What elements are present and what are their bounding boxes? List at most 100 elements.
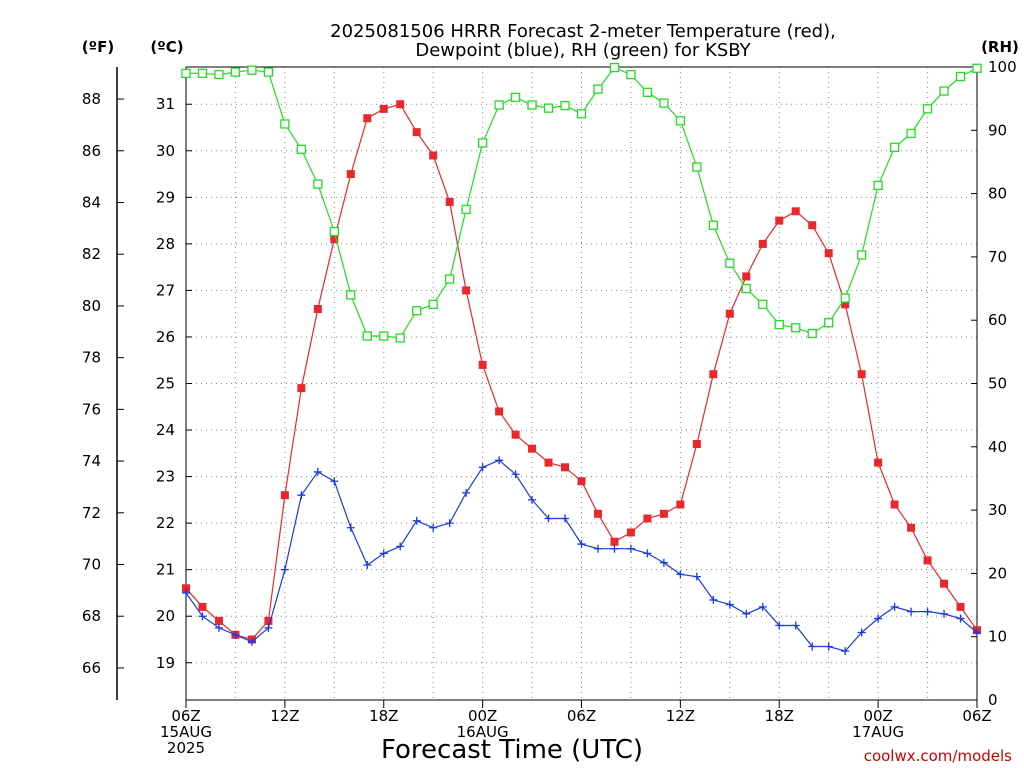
data-point bbox=[577, 540, 586, 549]
celsius-tick-label: 25 bbox=[156, 375, 175, 393]
data-point bbox=[709, 595, 718, 604]
data-point bbox=[412, 516, 421, 525]
celsius-tick-label: 26 bbox=[156, 328, 175, 346]
data-point bbox=[561, 463, 570, 472]
data-point bbox=[873, 180, 883, 191]
data-point bbox=[561, 514, 570, 523]
data-point bbox=[429, 151, 438, 160]
data-point bbox=[231, 630, 240, 639]
data-point bbox=[264, 616, 273, 625]
data-point bbox=[659, 98, 669, 108]
data-point bbox=[725, 258, 735, 268]
data-point bbox=[544, 458, 553, 467]
time-tick-label: 12Z bbox=[666, 707, 695, 725]
data-point bbox=[198, 612, 207, 621]
chart-title-line-1: 2025081506 HRRR Forecast 2-meter Tempera… bbox=[330, 21, 836, 42]
fahrenheit-tick-label: 80 bbox=[82, 297, 101, 315]
data-point bbox=[379, 549, 388, 558]
data-point bbox=[330, 477, 339, 486]
time-tick-label: 17AUG bbox=[852, 723, 904, 741]
data-point bbox=[725, 600, 734, 609]
data-point bbox=[610, 537, 619, 546]
data-point bbox=[610, 544, 619, 553]
data-point bbox=[560, 100, 570, 111]
data-point bbox=[576, 109, 587, 119]
fahrenheit-tick-label: 86 bbox=[82, 142, 101, 160]
data-point bbox=[955, 71, 966, 82]
celsius-tick-label: 27 bbox=[156, 281, 175, 299]
celsius-tick-label: 19 bbox=[156, 654, 175, 672]
data-point bbox=[907, 523, 916, 532]
chart-title-line-2: Dewpoint (blue), RH (green) for KSBY bbox=[415, 40, 751, 61]
data-point bbox=[857, 628, 866, 637]
data-point bbox=[791, 621, 800, 630]
series-2 bbox=[181, 62, 982, 343]
data-point bbox=[609, 62, 620, 73]
data-point bbox=[808, 221, 817, 230]
data-point bbox=[775, 216, 784, 225]
celsius-tick-label: 20 bbox=[156, 607, 175, 625]
data-point bbox=[709, 370, 718, 379]
data-point bbox=[445, 197, 454, 206]
data-point bbox=[692, 572, 701, 581]
rh-tick-label: 40 bbox=[988, 438, 1007, 456]
data-point bbox=[906, 128, 916, 139]
rh-tick-label: 0 bbox=[988, 691, 998, 709]
data-point bbox=[396, 542, 405, 551]
celsius-tick-label: 22 bbox=[156, 514, 175, 532]
data-point bbox=[462, 286, 471, 295]
rh-tick-label: 30 bbox=[988, 501, 1007, 519]
data-point bbox=[428, 299, 438, 310]
rh-tick-label: 50 bbox=[988, 375, 1007, 393]
time-tick-label: 00Z bbox=[468, 707, 497, 725]
fahrenheit-tick-label: 70 bbox=[82, 556, 101, 574]
data-point bbox=[363, 561, 372, 570]
rh-tick-label: 80 bbox=[988, 185, 1007, 203]
data-point bbox=[395, 333, 405, 343]
data-point bbox=[841, 300, 850, 309]
data-point bbox=[478, 463, 487, 472]
data-point bbox=[280, 491, 289, 500]
data-series bbox=[181, 62, 982, 656]
data-point bbox=[626, 528, 635, 537]
series-1 bbox=[182, 456, 981, 656]
data-point bbox=[940, 609, 949, 618]
data-point bbox=[445, 519, 454, 528]
celsius-tick-label: 21 bbox=[156, 561, 175, 579]
data-point bbox=[972, 63, 982, 73]
time-tick-label: 06Z bbox=[567, 707, 596, 725]
data-point bbox=[329, 226, 339, 237]
grid-lines bbox=[186, 67, 977, 700]
data-point bbox=[528, 444, 537, 453]
data-point bbox=[510, 92, 521, 103]
data-point bbox=[197, 68, 208, 78]
data-point bbox=[313, 305, 322, 314]
fahrenheit-tick-label: 78 bbox=[82, 349, 101, 367]
data-point bbox=[725, 309, 734, 318]
rh-tick-label: 60 bbox=[988, 311, 1007, 329]
data-point bbox=[461, 204, 471, 215]
data-point bbox=[263, 67, 274, 77]
celsius-tick-label: 29 bbox=[156, 188, 175, 206]
data-point bbox=[313, 179, 323, 189]
time-tick-label: 00Z bbox=[863, 707, 892, 725]
data-point bbox=[857, 370, 866, 379]
time-tick-label: 16AUG bbox=[457, 723, 509, 741]
celsius-axis-ticks: 19 20 21 22 23 24 25 26 27 28 29 30 31 bbox=[156, 95, 192, 672]
data-point bbox=[230, 67, 241, 77]
data-point bbox=[973, 628, 981, 637]
data-point bbox=[676, 500, 685, 509]
time-tick-label: 12Z bbox=[270, 707, 299, 725]
data-point bbox=[379, 331, 389, 341]
credit-text: coolwx.com/models bbox=[864, 747, 1012, 765]
data-point bbox=[874, 614, 883, 623]
data-point bbox=[379, 104, 388, 113]
data-point bbox=[543, 103, 554, 113]
celsius-tick-label: 30 bbox=[156, 142, 175, 160]
data-point bbox=[791, 323, 801, 333]
data-point bbox=[659, 509, 668, 518]
data-point bbox=[643, 549, 652, 558]
data-point bbox=[923, 556, 932, 565]
data-point bbox=[346, 170, 355, 179]
data-point bbox=[296, 144, 307, 154]
